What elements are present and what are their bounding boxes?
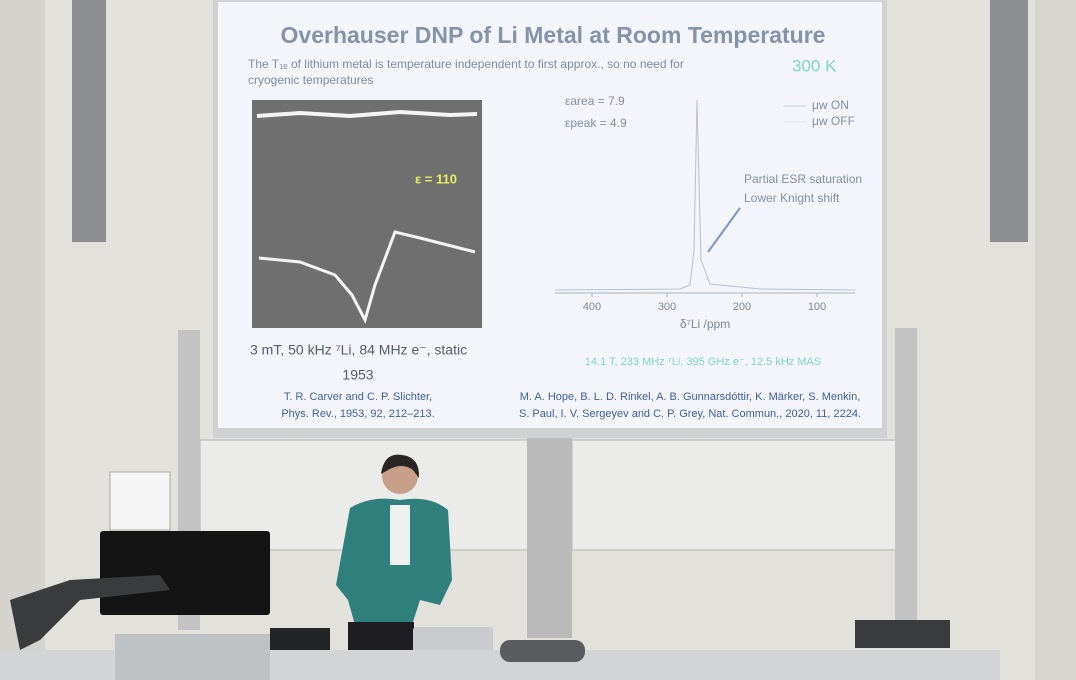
- speaker: [72, 0, 106, 242]
- presenter-hair: [381, 454, 420, 478]
- x-tick-label: 400: [583, 301, 601, 313]
- esr-trace: [258, 230, 476, 325]
- spectrum-conditions: 14.1 T, 233 MHz ⁷Li, 395 GHz e⁻, 12.5 kH…: [585, 356, 821, 368]
- whiteboard: [571, 439, 898, 551]
- side-wall: [1035, 0, 1076, 680]
- slide-title: Overhauser DNP of Li Metal at Room Tempe…: [281, 22, 826, 48]
- x-tick-label: 100: [808, 301, 826, 313]
- esr-trace: [256, 109, 478, 119]
- annotation: Partial ESR saturation: [744, 172, 862, 186]
- reference: S. Paul, I. V. Sergeyev and C. P. Grey, …: [519, 408, 861, 420]
- rail: [895, 328, 917, 628]
- legend-entry: μw ON: [812, 98, 849, 112]
- reference: M. A. Hope, B. L. D. Rinkel, A. B. Gunna…: [520, 391, 861, 403]
- lectern: [115, 634, 270, 680]
- pointer-case: [500, 640, 585, 662]
- intro: The T₁ₑ of lithium metal is temperature …: [248, 57, 684, 71]
- monitor: [100, 531, 270, 615]
- reference: T. R. Carver and C. P. Slichter,: [284, 391, 432, 403]
- year: 1953: [342, 367, 373, 383]
- x-tick-label: 300: [658, 301, 676, 313]
- esr-image: [252, 100, 482, 328]
- presenter-shirt: [390, 505, 410, 565]
- reference: Phys. Rev., 1953, 92, 212–213.: [281, 408, 434, 420]
- intro: cryogenic temperatures: [248, 73, 373, 87]
- conditions: 3 mT, 50 kHz ⁷Li, 84 MHz e⁻, static: [250, 342, 467, 358]
- visualizer: [855, 620, 950, 648]
- monitor-arm: [10, 575, 170, 650]
- x-axis-label: δ⁷Li /ppm: [680, 317, 730, 331]
- sign: [109, 471, 171, 531]
- speaker: [990, 0, 1028, 242]
- x-ticks: 400 300 200 100: [583, 293, 826, 313]
- temperature: 300 K: [792, 56, 837, 75]
- spectrum-trace: [554, 99, 856, 291]
- epsilon-label: ε = 110: [415, 171, 457, 186]
- legend-entry: μw OFF: [812, 114, 855, 128]
- side-wall: [0, 0, 45, 680]
- pillar: [527, 438, 572, 638]
- arrow: [707, 207, 741, 253]
- enhancement: εpeak = 4.9: [565, 116, 627, 130]
- x-tick-label: 200: [733, 301, 751, 313]
- enhancement: εarea = 7.9: [565, 94, 625, 108]
- annotation: Lower Knight shift: [744, 191, 840, 205]
